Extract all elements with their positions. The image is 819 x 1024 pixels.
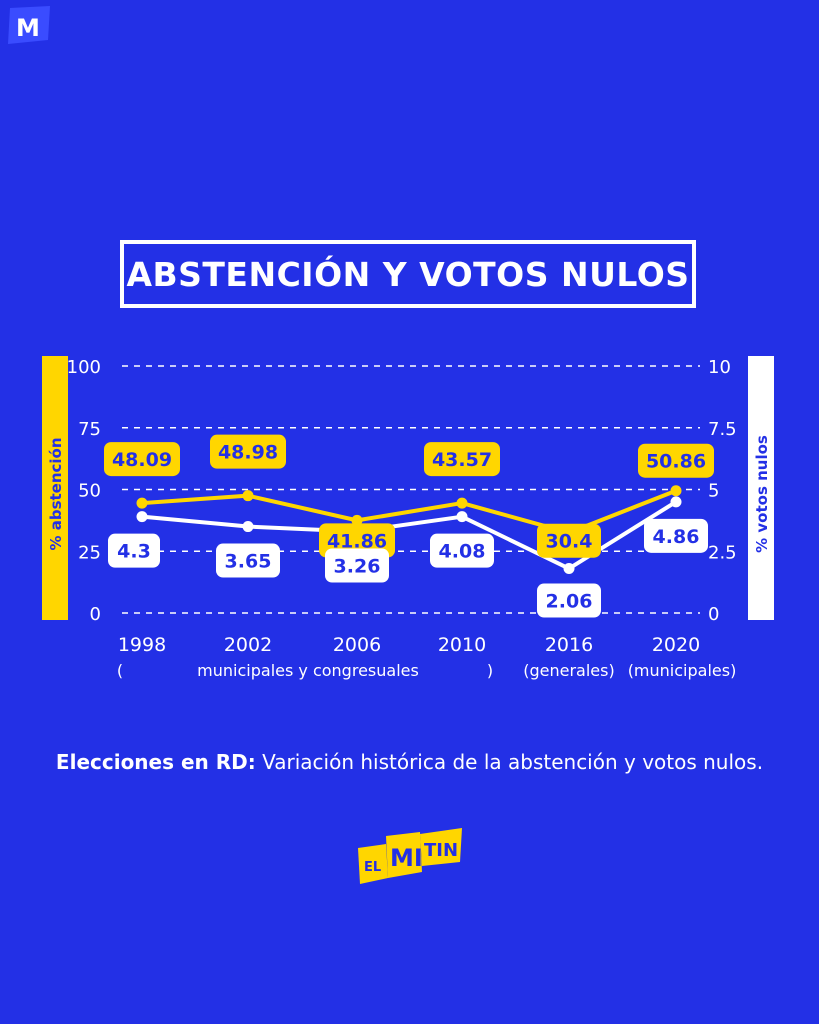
data-point — [456, 497, 468, 509]
caption-bold: Elecciones en RD: — [55, 750, 256, 774]
data-point — [242, 521, 254, 533]
title-box: ABSTENCIÓN Y VOTOS NULOS — [120, 240, 696, 308]
data-label: 50.86 — [646, 451, 706, 473]
data-label: 48.09 — [112, 449, 172, 471]
data-label: 43.57 — [432, 449, 492, 471]
data-label-box — [537, 583, 601, 618]
data-label: 4.3 — [117, 541, 151, 563]
x-category-label: 2016 — [545, 634, 593, 656]
data-label: 48.98 — [218, 442, 278, 464]
left-tick-label: 100 — [67, 357, 101, 378]
data-point — [136, 511, 148, 523]
x-sublabel-2016: (generales) — [523, 661, 614, 680]
x-sublabel-open: ( — [117, 661, 123, 680]
left-axis-bar — [42, 356, 68, 620]
data-label: 3.26 — [334, 555, 381, 577]
x-category-label: 2002 — [224, 634, 272, 656]
data-label: 41.86 — [327, 530, 387, 552]
data-label-box — [108, 533, 160, 568]
right-tick-label: 0 — [708, 604, 719, 625]
logo-letter: M — [16, 14, 40, 42]
x-sublabel-group: municipales y congresuales — [197, 661, 419, 680]
data-label-box — [325, 548, 389, 583]
left-tick-label: 50 — [78, 481, 101, 502]
data-point — [456, 511, 468, 523]
x-category-label: 2010 — [438, 634, 486, 656]
data-label-box — [216, 543, 280, 578]
x-category-label: 2006 — [333, 634, 381, 656]
data-label: 2.06 — [546, 591, 593, 613]
left-tick-label: 0 — [90, 604, 101, 625]
data-label-box — [638, 443, 714, 478]
data-label-box — [424, 442, 500, 477]
data-label-box — [644, 518, 708, 553]
data-point — [351, 514, 363, 526]
left-axis-label: % abstención — [47, 437, 65, 550]
page-title: ABSTENCIÓN Y VOTOS NULOS — [126, 254, 690, 294]
data-label: 3.65 — [225, 551, 272, 573]
caption-text: Variación histórica de la abstención y v… — [255, 750, 764, 774]
right-tick-label: 2.5 — [708, 542, 737, 563]
el-mitin-logo: EL MI TIN — [358, 828, 462, 884]
data-point — [563, 563, 575, 575]
logo-m-icon: M — [8, 6, 50, 44]
data-label: 4.86 — [653, 526, 700, 548]
left-tick-label: 25 — [78, 542, 101, 563]
right-tick-label: 10 — [708, 357, 731, 378]
data-label: 4.08 — [439, 541, 486, 563]
data-label-box — [210, 434, 286, 469]
data-point — [136, 497, 148, 509]
x-category-label: 1998 — [118, 634, 166, 656]
data-point — [242, 490, 254, 502]
data-label-box — [537, 523, 601, 558]
x-sublabel-close: ) — [487, 661, 493, 680]
right-axis-bar — [748, 356, 774, 620]
left-tick-label: 75 — [78, 419, 101, 440]
caption: Elecciones en RD: Variación histórica de… — [0, 750, 819, 774]
right-tick-label: 5 — [708, 481, 719, 502]
right-tick-label: 7.5 — [708, 419, 737, 440]
right-axis-label: % votos nulos — [753, 435, 771, 553]
data-label-box — [104, 442, 180, 477]
data-point — [670, 496, 682, 508]
data-label-box — [430, 533, 494, 568]
x-sublabel-2020: (municipales) — [628, 661, 737, 680]
data-point — [670, 485, 682, 497]
brand-el: EL — [364, 860, 381, 875]
brand-tin: TIN — [424, 840, 458, 861]
x-category-label: 2020 — [652, 634, 700, 656]
brand-mi: MI — [390, 844, 423, 872]
data-label: 30.4 — [546, 531, 593, 553]
